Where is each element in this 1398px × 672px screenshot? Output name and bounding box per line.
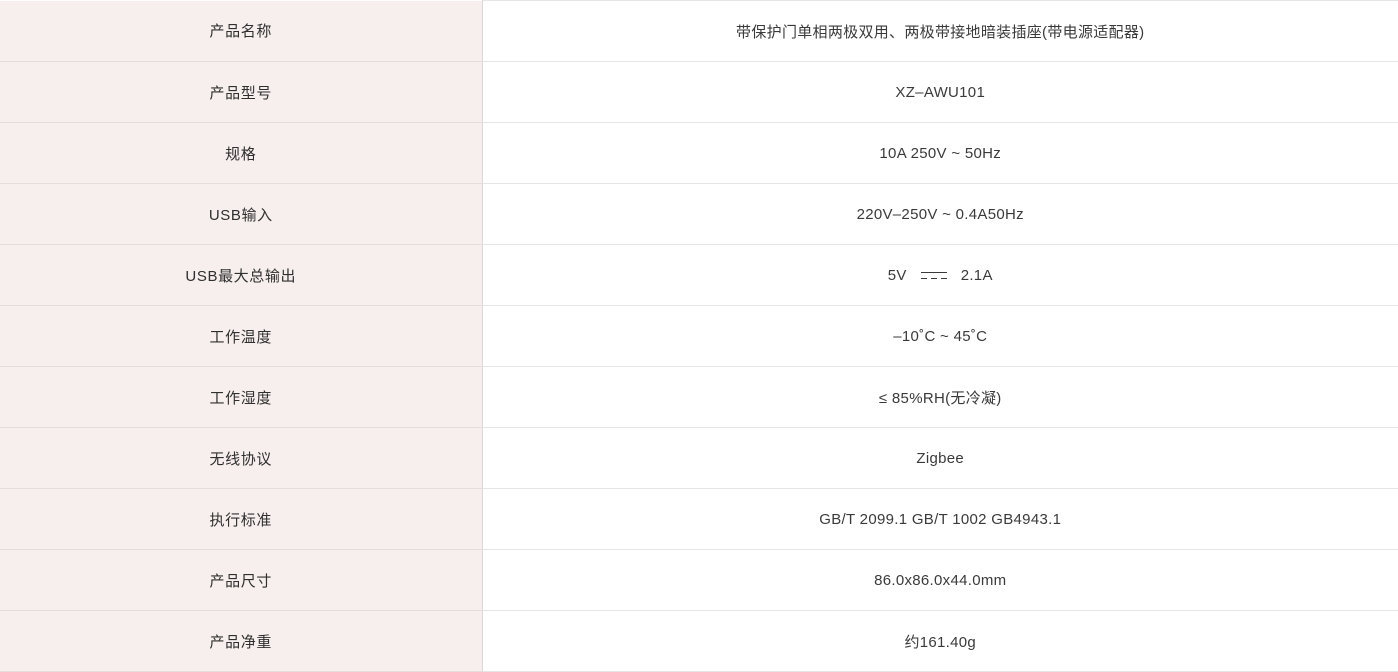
- table-row: 产品名称 带保护门单相两极双用、两极带接地暗装插座(带电源适配器): [0, 0, 1398, 62]
- spec-label-cell: USB最大总输出: [0, 244, 483, 306]
- table-row: 产品尺寸 86.0x86.0x44.0mm: [0, 549, 1398, 611]
- dc-solid-line: [920, 271, 947, 274]
- table-row: 无线协议 Zigbee: [0, 427, 1398, 489]
- table-row: 工作温度 –10˚C ~ 45˚C: [0, 305, 1398, 367]
- spec-value-cell: 带保护门单相两极双用、两极带接地暗装插座(带电源适配器): [482, 0, 1398, 62]
- spec-value-cell: –10˚C ~ 45˚C: [482, 305, 1398, 367]
- usb-output-value: 5V 2.1A: [888, 267, 993, 284]
- spec-label-cell: 工作温度: [0, 305, 483, 367]
- spec-label-cell: 规格: [0, 122, 483, 184]
- spec-value-cell: 5V 2.1A: [482, 244, 1398, 306]
- dc-current-symbol: [920, 269, 947, 282]
- spec-value-cell: GB/T 2099.1 GB/T 1002 GB4943.1: [482, 488, 1398, 550]
- spec-value-cell: XZ–AWU101: [482, 61, 1398, 123]
- spec-label-cell: 执行标准: [0, 488, 483, 550]
- table-row: 工作湿度 ≤ 85%RH(无冷凝): [0, 366, 1398, 428]
- dc-dashed-line: [920, 277, 947, 280]
- spec-label-cell: 工作湿度: [0, 366, 483, 428]
- spec-value-cell: 86.0x86.0x44.0mm: [482, 549, 1398, 611]
- spec-label-cell: 产品净重: [0, 610, 483, 672]
- spec-label-cell: 无线协议: [0, 427, 483, 489]
- spec-value-cell: ≤ 85%RH(无冷凝): [482, 366, 1398, 428]
- usb-output-voltage: 5V: [887, 266, 907, 284]
- spec-label-cell: 产品型号: [0, 61, 483, 123]
- spec-value-cell: 约161.40g: [482, 610, 1398, 672]
- table-row: USB输入 220V–250V ~ 0.4A50Hz: [0, 183, 1398, 245]
- table-row: 规格 10A 250V ~ 50Hz: [0, 122, 1398, 184]
- table-row: 产品型号 XZ–AWU101: [0, 61, 1398, 123]
- usb-output-current: 2.1A: [960, 266, 993, 284]
- spec-label-cell: 产品尺寸: [0, 549, 483, 611]
- table-row: USB最大总输出 5V 2.1A: [0, 244, 1398, 306]
- spec-label-cell: 产品名称: [0, 0, 483, 62]
- table-row: 产品净重 约161.40g: [0, 610, 1398, 672]
- spec-value-cell: 220V–250V ~ 0.4A50Hz: [482, 183, 1398, 245]
- table-row: 执行标准 GB/T 2099.1 GB/T 1002 GB4943.1: [0, 488, 1398, 550]
- spec-value-cell: Zigbee: [482, 427, 1398, 489]
- spec-label-cell: USB输入: [0, 183, 483, 245]
- spec-value-cell: 10A 250V ~ 50Hz: [482, 122, 1398, 184]
